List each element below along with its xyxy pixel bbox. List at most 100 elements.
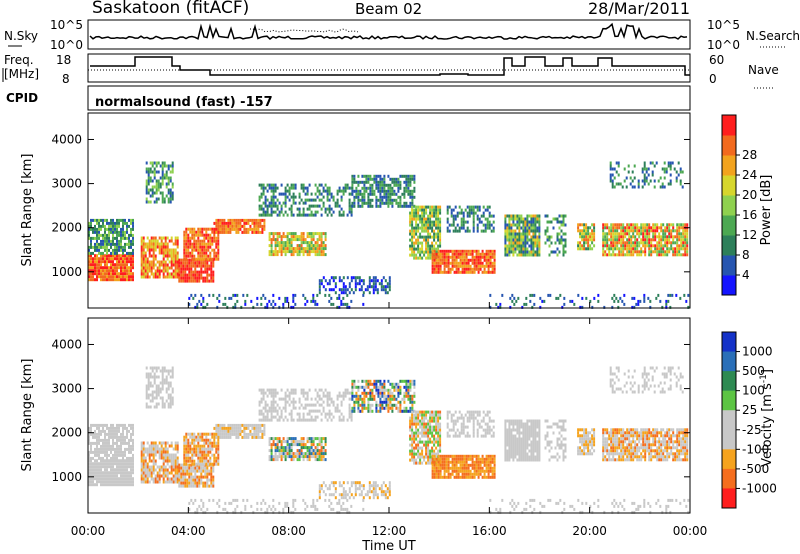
heatmap-cell [632, 229, 635, 233]
heatmap-cell [525, 302, 528, 306]
heatmap-cell [421, 256, 424, 260]
heatmap-cell [120, 263, 122, 267]
heatmap-cell [456, 214, 459, 218]
heatmap-cell [674, 235, 677, 239]
heatmap-cell [154, 444, 157, 448]
heatmap-cell [164, 441, 167, 445]
heatmap-cell [213, 233, 216, 237]
heatmap-cell [171, 197, 174, 201]
heatmap-cell [488, 214, 491, 218]
heatmap-cell [433, 208, 436, 212]
heatmap-cell [100, 459, 102, 463]
heatmap-cell [634, 223, 637, 227]
heatmap-cell [609, 173, 612, 177]
heatmap-cell [98, 221, 100, 225]
heatmap-cell [628, 247, 631, 251]
heatmap-cell [166, 477, 169, 481]
heatmap-cell [122, 459, 124, 463]
heatmap-cell [384, 279, 387, 283]
heatmap-cell [312, 449, 315, 453]
heatmap-cell [560, 220, 563, 224]
heatmap-cell [338, 186, 341, 190]
heatmap-cell [429, 217, 432, 221]
heatmap-cell [620, 253, 623, 257]
heatmap-cell [272, 250, 275, 254]
heatmap-cell [149, 188, 152, 192]
heatmap-cell [316, 204, 319, 208]
heatmap-cell [272, 305, 275, 309]
heatmap-cell [534, 250, 537, 254]
heatmap-cell [200, 267, 203, 271]
heatmap-cell [276, 213, 279, 217]
heatmap-cell [280, 253, 283, 257]
heatmap-cell [280, 449, 283, 453]
heatmap-cell [648, 229, 651, 233]
heatmap-cell [245, 230, 248, 234]
heatmap-cell [130, 444, 132, 448]
heatmap-cell [166, 450, 169, 454]
heatmap-cell [200, 261, 203, 265]
heatmap-cell [215, 239, 218, 243]
heatmap-cell [324, 235, 327, 239]
heatmap-cell [437, 235, 440, 239]
heatmap-cell [219, 423, 222, 427]
heatmap-cell [355, 189, 358, 193]
heatmap-cell [174, 242, 177, 246]
heatmap-cell [306, 232, 309, 236]
heatmap-cell [415, 220, 418, 224]
heatmap-cell [149, 399, 152, 403]
heatmap-cell [161, 170, 164, 174]
heatmap-cell [241, 218, 244, 222]
heatmap-cell [193, 233, 196, 237]
heatmap-cell [435, 208, 438, 212]
heatmap-cell [670, 223, 673, 227]
heatmap-cell [116, 477, 118, 481]
heatmap-cell [290, 449, 293, 453]
heatmap-cell [185, 245, 188, 249]
heatmap-cell [110, 263, 112, 267]
heatmap-cell [106, 477, 108, 481]
heatmap-cell [225, 230, 228, 234]
heatmap-cell [282, 449, 285, 453]
heatmap-cell [357, 189, 360, 193]
heatmap-cell [163, 405, 166, 409]
heatmap-cell [184, 264, 187, 268]
heatmap-cell [292, 183, 295, 187]
heatmap-cell [182, 267, 185, 271]
heatmap-cell [167, 197, 170, 201]
heatmap-cell [126, 272, 128, 276]
heatmap-cell [98, 438, 100, 442]
heatmap-cell [332, 288, 335, 292]
heatmap-cell [144, 456, 147, 460]
heatmap-cell [120, 269, 122, 273]
heatmap-cell [475, 261, 478, 265]
heatmap-cell [585, 232, 588, 236]
heatmap-cell [210, 478, 213, 482]
heatmap-cell [122, 456, 124, 460]
heatmap-cell [102, 218, 104, 222]
heatmap-cell [304, 241, 307, 245]
heatmap-cell [110, 275, 112, 279]
heatmap-cell [658, 250, 661, 254]
heatmap-cell [509, 296, 512, 300]
heatmap-cell [150, 245, 153, 249]
heatmap-cell [198, 270, 201, 274]
heatmap-cell [556, 253, 559, 257]
heatmap-cell [158, 245, 161, 249]
heatmap-cell [425, 244, 428, 248]
heatmap-cell [263, 224, 266, 228]
heatmap-cell [387, 201, 390, 205]
heatmap-cell [161, 405, 164, 409]
heatmap-cell [316, 247, 319, 251]
heatmap-cell [198, 279, 201, 283]
heatmap-cell [379, 183, 382, 187]
heatmap-cell [176, 444, 179, 448]
heatmap-cell [381, 177, 384, 181]
heatmap-cell [282, 302, 285, 306]
heatmap-cell [489, 252, 492, 256]
heatmap-cell [213, 239, 216, 243]
heatmap-cell [280, 207, 283, 211]
heatmap-cell [190, 478, 193, 482]
heatmap-cell [96, 477, 98, 481]
heatmap-cell [510, 244, 513, 248]
